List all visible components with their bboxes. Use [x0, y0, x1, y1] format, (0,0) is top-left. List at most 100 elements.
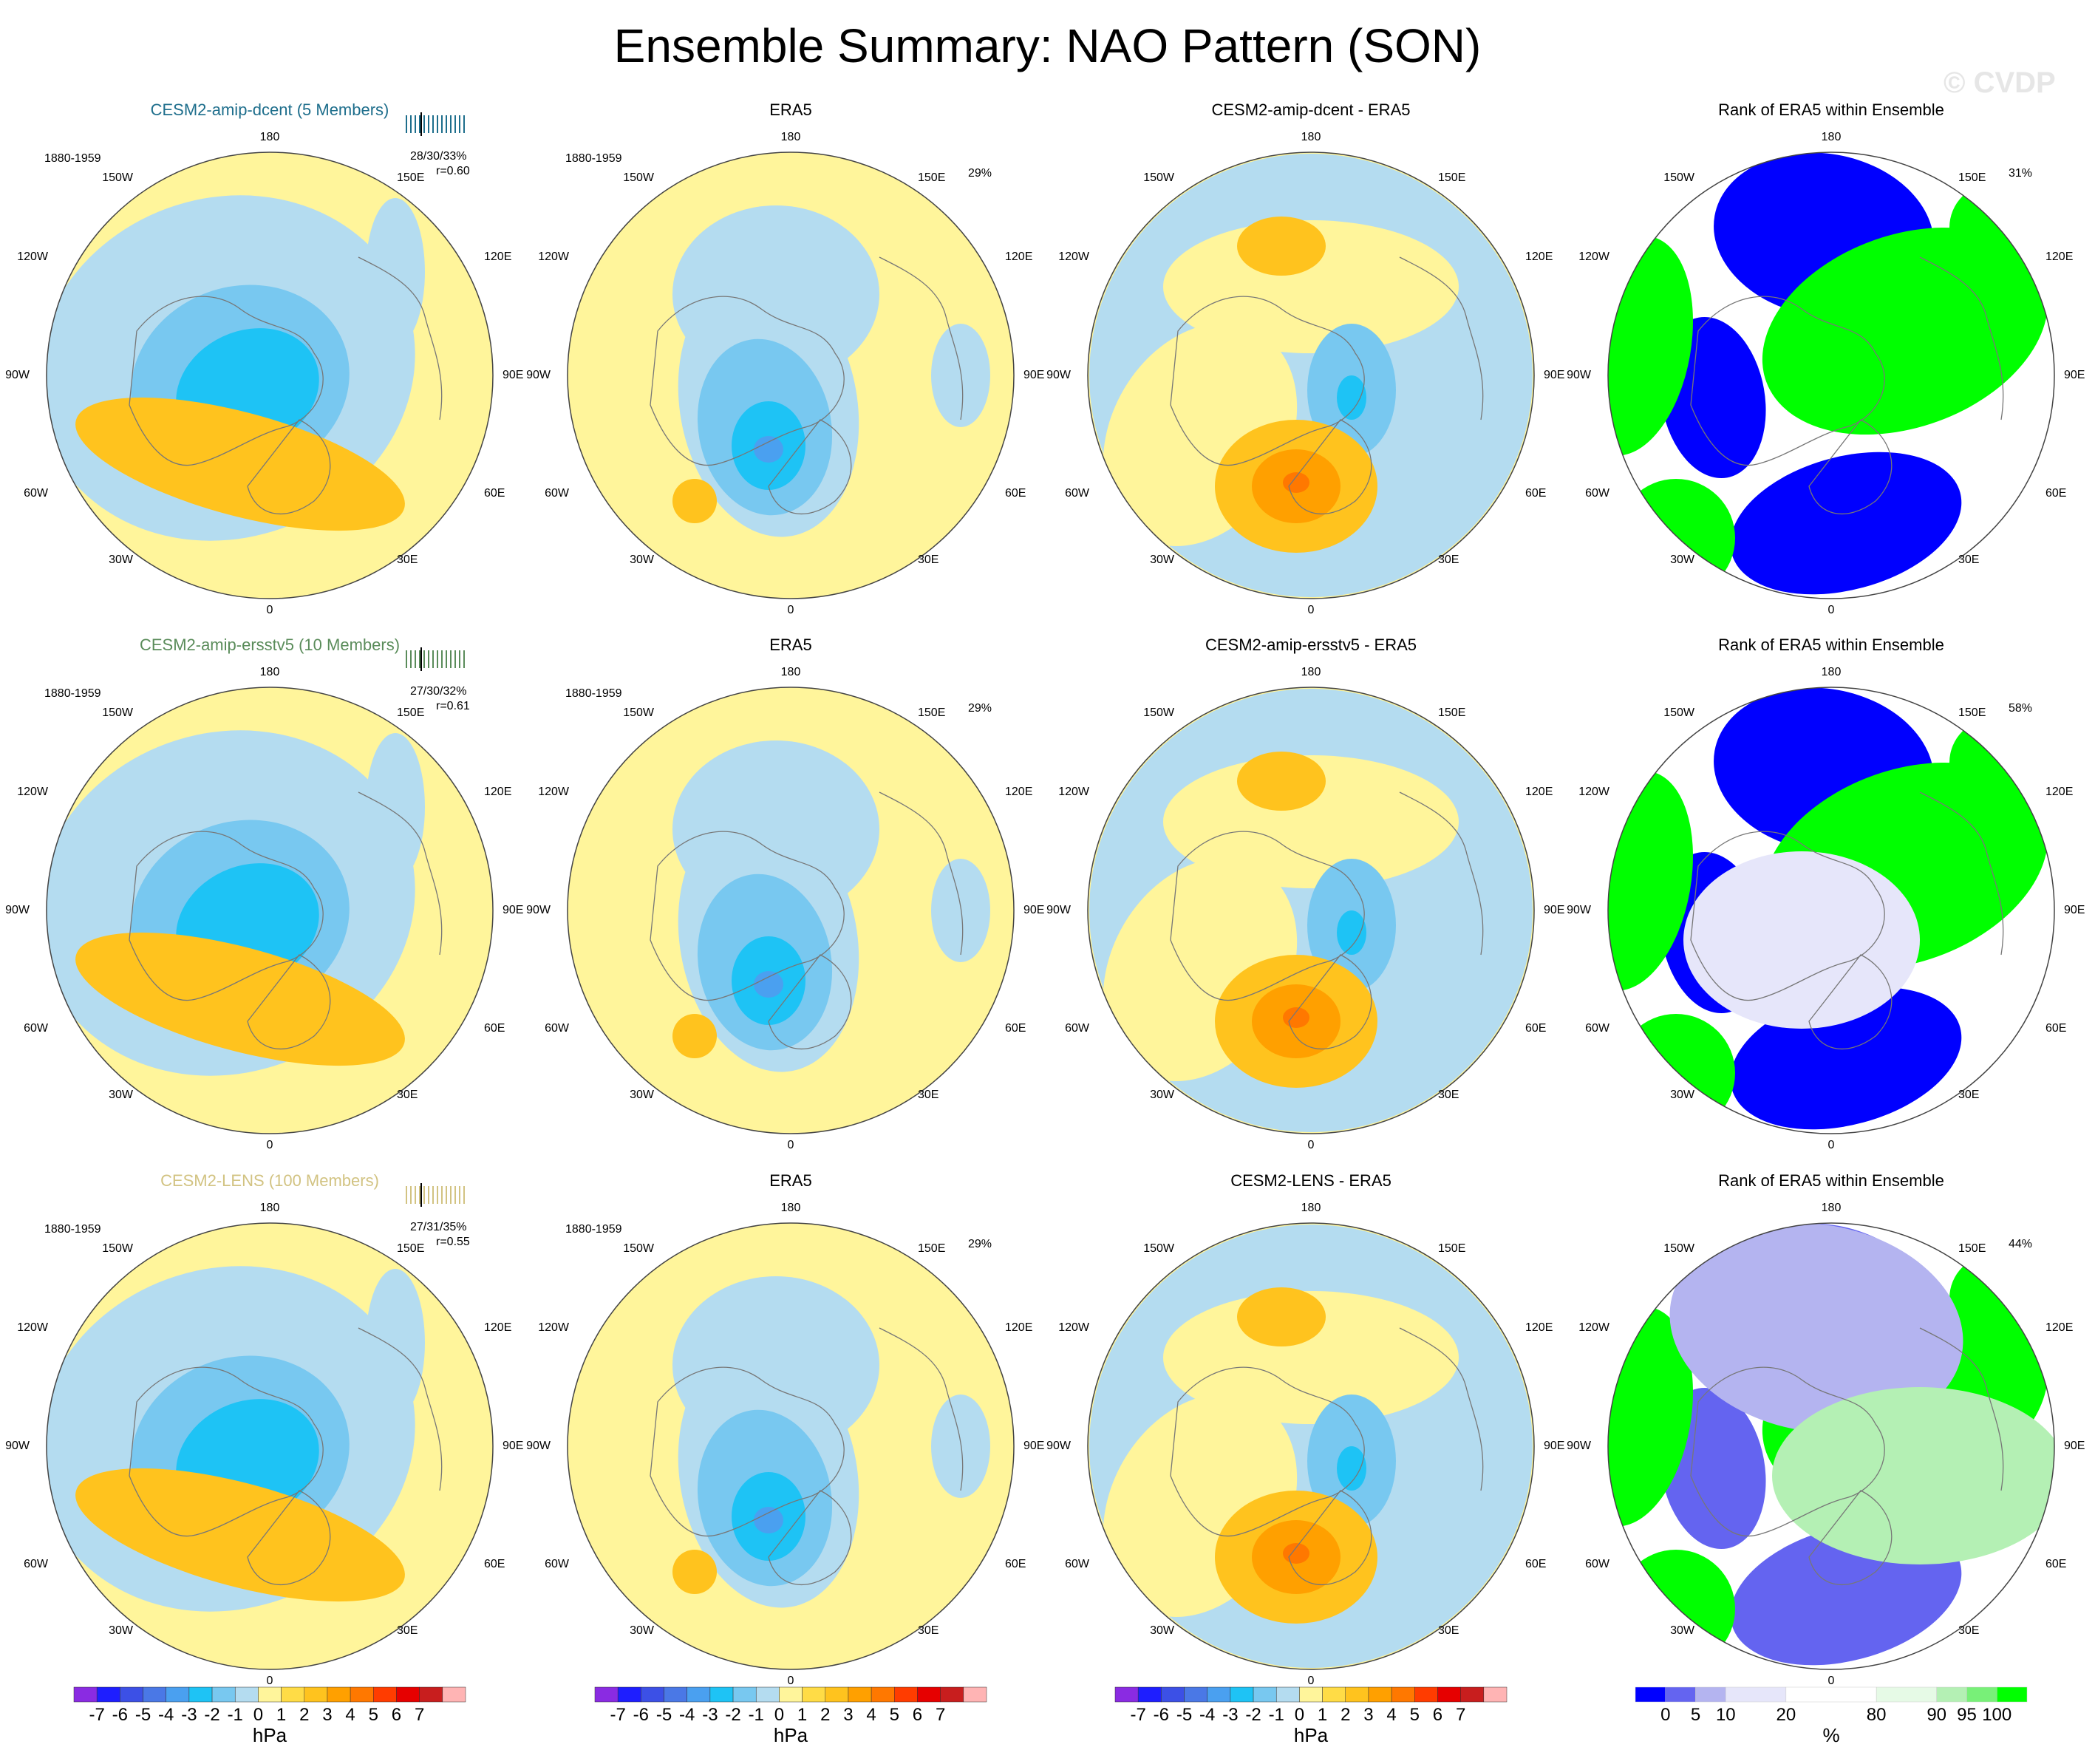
colorbar-swatch	[917, 1686, 941, 1703]
longitude-label-e60: 60E	[1525, 1558, 1547, 1570]
pressure-contour	[931, 1394, 990, 1498]
pressure-contour	[672, 479, 717, 523]
colorbar-swatch	[641, 1686, 664, 1703]
longitude-label-w90: 90W	[1046, 369, 1071, 381]
longitude-label-w90: 90W	[1567, 369, 1591, 381]
longitude-label-w120: 120W	[538, 1321, 569, 1334]
panel-title: Rank of ERA5 within Ensemble	[1718, 101, 1944, 119]
variance-pct-label: 29%	[968, 1238, 992, 1250]
colorbar-swatch	[96, 1686, 120, 1703]
longitude-label-e30: 30E	[1958, 1624, 1980, 1637]
longitude-label-e90: 90E	[2064, 369, 2085, 381]
panel-title: CESM2-amip-ersstv5 (10 Members)	[139, 636, 401, 654]
colorbar-tick-label: 2	[820, 1705, 831, 1725]
panel-title: ERA5	[769, 101, 812, 119]
longitude-label-e120: 120E	[1005, 1321, 1033, 1334]
colorbar-swatch	[327, 1686, 351, 1703]
longitude-label-e60: 60E	[1005, 1558, 1026, 1570]
colorbar-tick-label: 1	[276, 1705, 287, 1725]
longitude-label-w120: 120W	[538, 251, 569, 263]
longitude-label-bottom: 0	[787, 1139, 794, 1151]
map-boundary	[46, 151, 494, 599]
longitude-label-w120: 120W	[17, 1321, 48, 1334]
longitude-label-e30: 30E	[1438, 1089, 1459, 1101]
colorbar-tick-label: -5	[655, 1705, 672, 1725]
pressure-contour	[1163, 755, 1459, 888]
map-boundary	[567, 1222, 1015, 1670]
pressure-contour	[672, 1550, 717, 1594]
member-spread-bar	[406, 1183, 465, 1207]
longitude-label-w150: 150W	[623, 171, 654, 184]
pressure-contour	[1237, 752, 1326, 811]
pattern-pct-label: 27/31/35%	[410, 1221, 467, 1233]
pressure-contour	[366, 198, 425, 346]
colorbar-swatch	[1161, 1686, 1185, 1703]
colorbar-swatch	[1726, 1686, 1787, 1703]
longitude-label-w30: 30W	[630, 1624, 654, 1637]
pressure-contour	[75, 1468, 405, 1602]
panel-title: CESM2-amip-ersstv5 - ERA5	[1205, 636, 1417, 654]
rank-region	[1669, 1223, 1963, 1434]
longitude-label-w120: 120W	[1578, 1321, 1609, 1334]
colorbar-swatch	[1114, 1686, 1139, 1703]
pressure-contour	[75, 397, 405, 531]
longitude-label-e30: 30E	[1438, 554, 1459, 566]
colorbar-swatch	[664, 1686, 687, 1703]
rank-region	[1949, 1254, 2038, 1343]
pressure-contour	[931, 324, 990, 427]
colorbar-swatch	[442, 1686, 466, 1703]
longitude-label-top: 180	[1301, 666, 1321, 678]
panel-title: CESM2-LENS - ERA5	[1230, 1171, 1391, 1190]
longitude-label-e60: 60E	[1005, 1022, 1026, 1035]
longitude-label-e150: 150E	[1958, 171, 1986, 184]
longitude-label-w60: 60W	[1065, 1558, 1089, 1570]
longitude-label-w120: 120W	[1578, 786, 1609, 798]
rank-region	[1617, 1550, 1735, 1668]
longitude-label-bottom: 0	[1307, 1139, 1315, 1151]
colorbar-swatch	[1368, 1686, 1392, 1703]
colorbar-tick-label: 1	[1317, 1705, 1328, 1725]
longitude-label-w90: 90W	[5, 369, 30, 381]
colorbar-swatch	[825, 1686, 849, 1703]
colorbar-tick-label: 2	[299, 1705, 310, 1725]
longitude-label-bottom: 0	[266, 1139, 273, 1151]
coastline	[1690, 791, 2004, 1050]
longitude-label-w120: 120W	[17, 786, 48, 798]
colorbar-swatch	[1345, 1686, 1369, 1703]
colorbar-tick-label: 5	[889, 1705, 899, 1725]
pressure-contour	[1283, 1543, 1309, 1564]
panel-title: CESM2-LENS (100 Members)	[160, 1171, 379, 1190]
colorbar-tick-label: 4	[866, 1705, 876, 1725]
colorbar-swatch	[1391, 1686, 1415, 1703]
longitude-label-top: 180	[259, 131, 280, 143]
longitude-label-w60: 60W	[1065, 487, 1089, 500]
longitude-label-e120: 120E	[2045, 251, 2074, 263]
colorbar-swatch	[1437, 1686, 1461, 1703]
longitude-label-e60: 60E	[2045, 1022, 2067, 1035]
longitude-label-w30: 30W	[1150, 1089, 1174, 1101]
longitude-label-top: 180	[1301, 131, 1321, 143]
rank-region	[1949, 718, 2038, 807]
coastline	[129, 1327, 443, 1586]
longitude-label-w150: 150W	[1663, 1242, 1694, 1255]
rank-region	[1608, 236, 1693, 456]
longitude-label-e150: 150E	[397, 171, 425, 184]
colorbar-tick-label: -6	[1153, 1705, 1170, 1725]
period-label: 1880-1959	[44, 687, 101, 700]
colorbar-tick-label: 0	[774, 1705, 785, 1725]
colorbar-tick-label: 95	[1957, 1705, 1977, 1725]
colorbar-tick-label: -4	[679, 1705, 695, 1725]
colorbar-tick-label: 5	[368, 1705, 378, 1725]
pressure-contour	[754, 1507, 783, 1533]
colorbar-tick-label: 7	[935, 1705, 946, 1725]
longitude-label-e150: 150E	[1958, 1242, 1986, 1255]
longitude-label-e120: 120E	[2045, 786, 2074, 798]
longitude-label-w90: 90W	[5, 904, 30, 916]
longitude-label-e150: 150E	[918, 171, 946, 184]
colorbar-swatch	[732, 1686, 757, 1703]
longitude-label-bottom: 0	[1307, 1675, 1315, 1687]
colorbar-tick-label: -3	[1222, 1705, 1239, 1725]
pattern-pct-label: 27/30/32%	[410, 685, 467, 698]
pressure-colorbar	[1114, 1686, 1508, 1703]
